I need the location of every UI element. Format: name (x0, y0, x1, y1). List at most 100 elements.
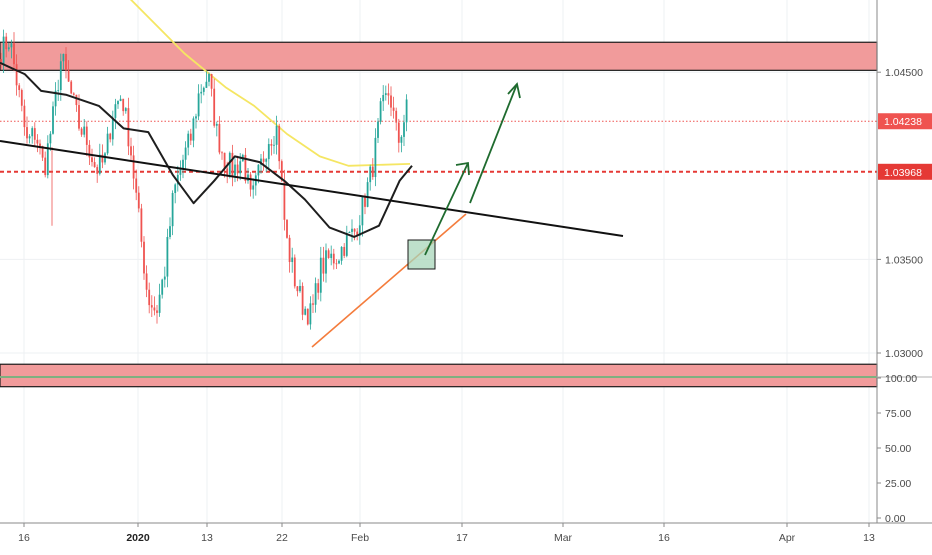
target-arrow[interactable] (469, 83, 518, 204)
candle-body (322, 257, 325, 274)
candle-body (44, 157, 47, 176)
axes (0, 0, 932, 524)
candle-body (143, 241, 145, 274)
candle-body (78, 105, 80, 129)
candle-body (140, 208, 143, 242)
candle-body (288, 237, 291, 263)
candle-body (345, 232, 348, 256)
trend-drawings[interactable] (0, 82, 624, 348)
candle-body (283, 180, 286, 220)
candle-body (327, 250, 330, 259)
candle-body (273, 144, 275, 146)
support-zone[interactable] (0, 363, 878, 388)
candle-body (330, 253, 333, 259)
candle-body (244, 154, 247, 181)
time-tick-label: 16 (18, 532, 30, 544)
candle-body (252, 185, 255, 190)
candle-body (26, 127, 28, 139)
time-tick-label: Apr (779, 532, 796, 544)
candle-body (7, 47, 10, 50)
candle-body (174, 184, 177, 194)
time-axis-labels: 16 2020 13 22 Feb 17 Mar 16 Apr 13 (18, 523, 875, 544)
candle-body (338, 260, 340, 264)
candle-body (15, 64, 18, 86)
candle-body (192, 118, 195, 141)
candle-body (88, 144, 91, 158)
price-tags: 1.04238 1.03968 (878, 113, 932, 180)
candle-body (169, 226, 171, 237)
candle-body (114, 104, 117, 118)
candle-body (49, 133, 52, 144)
resistance-zone[interactable] (0, 41, 878, 71)
candle-body (366, 182, 369, 207)
candle-body (57, 90, 60, 91)
time-tick-label: 17 (456, 532, 468, 544)
candle-body (379, 101, 382, 122)
candle-body (309, 303, 312, 325)
candle-body (80, 128, 83, 135)
time-tick-label: Feb (351, 532, 369, 544)
candle-body (205, 81, 208, 88)
level-price-tag (878, 163, 932, 180)
candle-body (306, 308, 309, 325)
candle-body (312, 303, 314, 305)
candle-body (257, 164, 260, 176)
candle-body (28, 136, 31, 139)
candle-body (145, 273, 148, 290)
candle-body (348, 231, 351, 233)
price-tick-label: 1.03000 (885, 348, 923, 360)
target-arrowhead (507, 82, 521, 99)
candle-body (296, 286, 299, 292)
candle-body (62, 53, 65, 62)
candle-body (278, 125, 281, 162)
candle-body (358, 225, 361, 236)
time-tick-label: 13 (201, 532, 213, 544)
candle-body (202, 87, 205, 92)
candle-body (270, 144, 273, 146)
candle-body (111, 117, 114, 140)
price-tick-label: 1.04500 (885, 67, 923, 79)
candle-body (119, 98, 122, 102)
candle-body (106, 133, 109, 154)
candle-body (150, 305, 153, 308)
candle-body (208, 73, 210, 82)
time-tick-label: 22 (276, 532, 288, 544)
candle-body (189, 133, 192, 141)
ascending-trendline[interactable] (311, 213, 467, 348)
candle-body (200, 91, 203, 94)
candle-body (390, 95, 392, 108)
candle-body (161, 279, 164, 295)
candle-body (265, 159, 268, 162)
candle-body (98, 154, 101, 174)
candle-body (122, 98, 125, 112)
candle-body (361, 195, 364, 226)
level-price-tag-label: 1.03968 (884, 167, 922, 179)
price-axis-labels: 1.060001.055001.050001.045001.035001.030… (877, 67, 923, 360)
candle-body (301, 285, 304, 315)
candle-body (403, 122, 405, 137)
candle-body (10, 43, 13, 48)
candle-body (215, 123, 218, 126)
candle-body (364, 195, 366, 207)
time-tick-label: 13 (863, 532, 875, 544)
candle-body (83, 126, 86, 135)
candle-body (382, 94, 385, 102)
descending-trendline[interactable] (0, 140, 624, 237)
candle-body (395, 110, 398, 123)
candle-body (221, 152, 223, 154)
candle-body (166, 236, 169, 277)
projection-arrow[interactable] (424, 162, 469, 256)
candle-body (18, 85, 21, 91)
candle-body (304, 308, 307, 315)
time-tick-label: 16 (658, 532, 670, 544)
candle-body (127, 108, 130, 147)
candle-body (158, 294, 161, 313)
candle-body (340, 246, 343, 261)
candle-body (397, 122, 400, 143)
candle-body (163, 276, 166, 280)
indicator-tick-label: 25.00 (885, 478, 911, 490)
slow-ma-line (129, 0, 411, 167)
candle-body (351, 228, 353, 232)
